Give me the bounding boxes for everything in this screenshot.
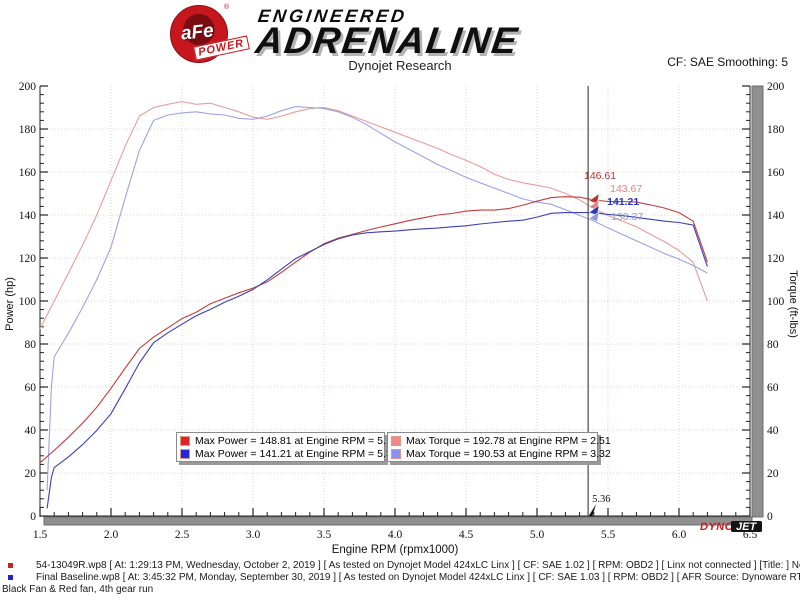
- svg-text:1.5: 1.5: [33, 529, 48, 541]
- afe-logo-text: aFe: [179, 20, 215, 45]
- legend-swatch-lightblue: [391, 448, 401, 459]
- cursor-readout-2: 141.21: [607, 196, 639, 208]
- svg-text:4.0: 4.0: [388, 529, 403, 541]
- svg-text:200: 200: [19, 81, 37, 93]
- svg-text:80: 80: [25, 339, 37, 351]
- svg-text:2.0: 2.0: [104, 529, 119, 541]
- legend-entry-max-power-2: Max Power = 141.21 at Engine RPM = 5.36: [177, 447, 398, 460]
- run1-text: 54-13049R.wp8 [ At: 1:29:13 PM, Wednesda…: [36, 560, 800, 571]
- legend-text: Max Power = 141.21 at Engine RPM = 5.36: [195, 447, 398, 460]
- svg-text:3.0: 3.0: [246, 529, 261, 541]
- legend-text: Max Torque = 192.78 at Engine RPM = 2.51: [406, 434, 611, 447]
- curve-1: [46, 106, 708, 491]
- afe-power-logo: aFe ® POWER: [170, 4, 250, 63]
- svg-text:200: 200: [767, 81, 785, 93]
- legend-text: Max Power = 148.81 at Engine RPM = 5.15: [195, 434, 398, 447]
- vertical-scrollbar[interactable]: [751, 85, 764, 518]
- svg-text:0: 0: [767, 511, 773, 523]
- svg-text:80: 80: [767, 339, 779, 351]
- svg-text:40: 40: [25, 425, 37, 437]
- svg-text:180: 180: [767, 124, 785, 136]
- svg-text:6.0: 6.0: [672, 529, 687, 541]
- svg-text:60: 60: [767, 382, 779, 394]
- cursor-rpm-label: 5.36: [592, 494, 610, 505]
- legend-swatch-pink: [391, 435, 401, 446]
- run-info-footer: 54-13049R.wp8 [ At: 1:29:13 PM, Wednesda…: [0, 560, 800, 595]
- y-axis-label-power: Power (hp): [4, 277, 16, 331]
- cursor-readout-1: 143.67: [610, 183, 642, 195]
- legend-entry-max-torque-2: Max Torque = 190.53 at Engine RPM = 3.32: [388, 447, 611, 460]
- dynojet-logo-jet: JET: [736, 521, 757, 533]
- legend-entry-max-power-1: Max Power = 148.81 at Engine RPM = 5.15: [177, 434, 398, 447]
- svg-text:40: 40: [767, 425, 779, 437]
- svg-text:4.5: 4.5: [459, 529, 474, 541]
- svg-text:140: 140: [767, 210, 785, 222]
- svg-text:2.5: 2.5: [175, 529, 190, 541]
- curve-2: [39, 196, 708, 464]
- legend-entry-max-torque-1: Max Torque = 192.78 at Engine RPM = 2.51: [388, 434, 611, 447]
- svg-text:5.0: 5.0: [530, 529, 545, 541]
- dyno-chart: 1.5 2.0 2.5 3.0 3.5 4.0 4.5 5.0 5.5 6.0 6.5 0 0 20 20 4…: [0, 76, 800, 564]
- legend-box-power: Max Power = 148.81 at Engine RPM = 5.15 …: [176, 432, 398, 462]
- cursor-readout-3: 138.37: [611, 211, 643, 223]
- svg-text:5.5: 5.5: [601, 529, 616, 541]
- horizontal-scrollbar[interactable]: [43, 516, 753, 526]
- run-info-line-1: 54-13049R.wp8 [ At: 1:29:13 PM, Wednesda…: [0, 560, 800, 572]
- run1-bullet-icon: [8, 563, 13, 568]
- svg-text:120: 120: [19, 253, 37, 265]
- brand-adrenaline: ADRENALINE: [253, 20, 522, 61]
- run2-bullet-icon: [8, 575, 13, 580]
- dynojet-logo-dyno: DYNO: [700, 521, 734, 533]
- legend-swatch-blue: [180, 448, 190, 459]
- smoothing-setting: CF: SAE Smoothing: 5: [667, 55, 788, 69]
- x-axis-label: Engine RPM (rpmx1000): [332, 544, 459, 556]
- run2-text-continuation: Black Fan & Red fan, 4th gear run: [2, 584, 154, 595]
- svg-text:180: 180: [19, 124, 37, 136]
- legend-text: Max Torque = 190.53 at Engine RPM = 3.32: [406, 447, 611, 460]
- svg-text:20: 20: [767, 468, 779, 480]
- cursor-readout-0: 146.61: [584, 170, 616, 182]
- svg-text:60: 60: [25, 382, 37, 394]
- svg-text:100: 100: [19, 296, 37, 308]
- chart-subtitle: Dynojet Research: [348, 58, 452, 73]
- svg-text:3.5: 3.5: [317, 529, 332, 541]
- svg-text:100: 100: [767, 296, 785, 308]
- dyno-plot-svg: 1.5 2.0 2.5 3.0 3.5 4.0 4.5 5.0 5.5 6.0 6.50 020 204…: [4, 81, 799, 556]
- svg-text:20: 20: [25, 468, 37, 480]
- svg-text:120: 120: [767, 253, 785, 265]
- run2-text: Final Baseline.wp8 [ At: 3:45:32 PM, Mon…: [36, 572, 800, 583]
- run-info-line-2: Final Baseline.wp8 [ At: 3:45:32 PM, Mon…: [0, 572, 800, 584]
- svg-text:0: 0: [30, 511, 36, 523]
- svg-text:160: 160: [19, 167, 37, 179]
- legend-box-torque: Max Torque = 192.78 at Engine RPM = 2.51…: [387, 432, 611, 462]
- legend-swatch-red: [180, 435, 190, 446]
- svg-text:140: 140: [19, 210, 37, 222]
- y-axis-label-torque: Torque (ft-lbs): [787, 270, 799, 338]
- registered-mark-icon: ®: [223, 4, 229, 11]
- svg-text:160: 160: [767, 167, 785, 179]
